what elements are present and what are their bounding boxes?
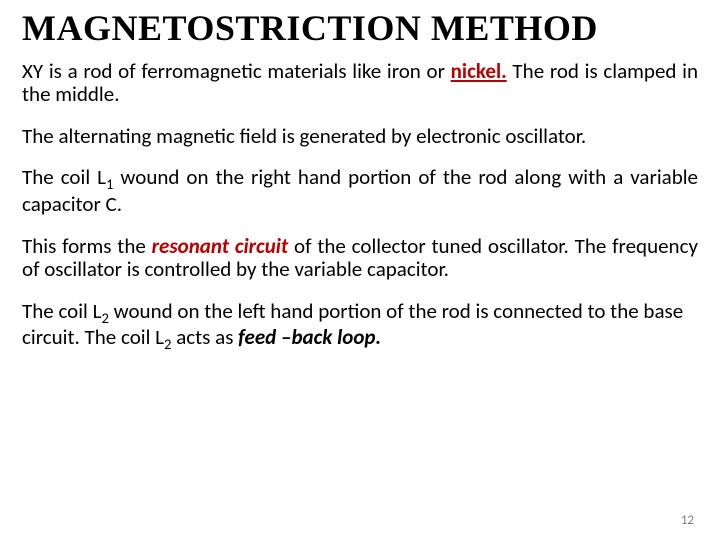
page-title: MAGNETOSTRICTION METHOD bbox=[22, 10, 698, 48]
paragraph-4: This forms the resonant circuit of the c… bbox=[22, 235, 698, 282]
paragraph-1: XY is a rod of ferromagnetic materials l… bbox=[22, 60, 698, 107]
page-number: 12 bbox=[681, 513, 694, 528]
p3-text-a: The coil L bbox=[22, 164, 106, 190]
p5-text-c: acts as bbox=[171, 324, 238, 350]
p1-text-a: XY is a rod of ferromagnetic materials l… bbox=[22, 58, 451, 84]
p1-highlight-nickel: nickel. bbox=[451, 58, 507, 84]
p5-highlight-feedback-loop: feed –back loop. bbox=[238, 324, 381, 350]
p5-text-a: The coil L bbox=[22, 298, 101, 324]
p3-text-b: wound on the right hand portion of the r… bbox=[22, 164, 698, 217]
paragraph-5: The coil L2 wound on the left hand porti… bbox=[22, 300, 698, 353]
paragraph-3: The coil L1 wound on the right hand port… bbox=[22, 166, 698, 216]
p4-text-a: This forms the bbox=[22, 233, 152, 259]
p4-highlight-resonant-circuit: resonant circuit bbox=[152, 233, 289, 259]
paragraph-2: The alternating magnetic field is genera… bbox=[22, 125, 698, 149]
